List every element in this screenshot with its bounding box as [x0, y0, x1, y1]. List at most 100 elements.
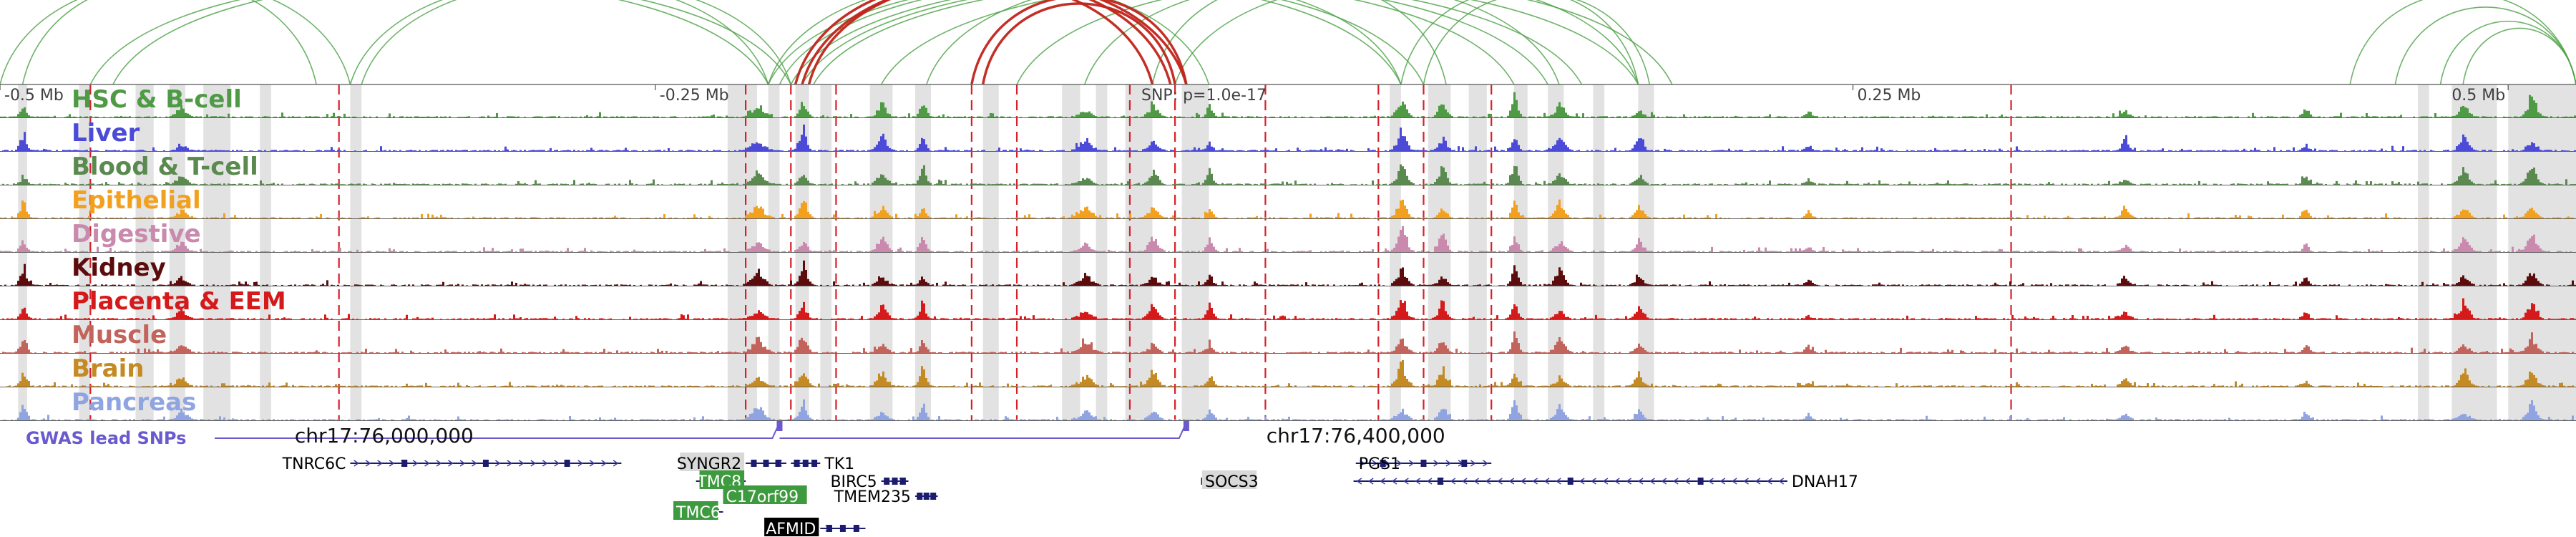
signal-bar [64, 248, 67, 252]
signal-bar [1391, 249, 1393, 252]
signal-bar [2226, 150, 2228, 151]
signal-bar [1857, 248, 1859, 252]
signal-bar [511, 281, 513, 286]
signal-bar [2527, 211, 2529, 218]
signal-bar [1876, 146, 1878, 151]
signal-bar [455, 183, 457, 185]
signal-bar [451, 251, 453, 252]
signal-bar [1309, 250, 1312, 252]
signal-bar [2078, 183, 2080, 185]
signal-bar [2400, 150, 2402, 151]
signal-bar [927, 148, 930, 151]
signal-bar [2018, 150, 2020, 151]
signal-bar [1835, 147, 1838, 151]
signal-bar [1543, 180, 1546, 185]
signal-bar [706, 251, 708, 252]
signal-bar [2220, 183, 2222, 185]
signal-bar [2147, 183, 2149, 185]
signal-bar [674, 116, 676, 117]
signal-bar [1215, 249, 1217, 252]
signal-bar [155, 183, 157, 185]
signal-bar [1039, 150, 1041, 151]
signal-bar [1015, 285, 1018, 286]
signal-bar [1595, 150, 1597, 151]
signal-bar [721, 182, 723, 185]
signal-bar [2458, 111, 2460, 117]
signal-bar [195, 116, 197, 117]
signal-bar [1406, 175, 1408, 185]
signal-bar [1385, 217, 1387, 218]
signal-bar [766, 215, 769, 218]
signal-bar [2308, 110, 2310, 117]
signal-bar [1919, 150, 1921, 151]
signal-bar [1030, 251, 1033, 252]
signal-bar [165, 182, 167, 185]
signal-bar [258, 284, 260, 286]
signal-bar [2248, 216, 2250, 218]
signal-bar [260, 150, 262, 151]
signal-bar [447, 183, 449, 185]
signal-bar [1704, 116, 1707, 117]
signal-bar [1829, 183, 1831, 185]
signal-bar [592, 183, 595, 185]
signal-bar [1520, 282, 1522, 286]
signal-bar [1161, 183, 1163, 185]
signal-bar [2155, 150, 2157, 151]
signal-bar [217, 150, 219, 151]
signal-bar [522, 183, 524, 185]
signal-bar [2026, 150, 2029, 151]
signal-bar [1294, 180, 1297, 185]
signal-bar [228, 183, 230, 185]
signal-bar [2363, 251, 2366, 252]
signal-bar [2501, 184, 2503, 185]
signal-bar [26, 112, 28, 117]
signal-bar [1262, 150, 1264, 151]
signal-bar [2355, 251, 2357, 252]
signal-bar [2147, 150, 2149, 151]
signal-bar [2409, 251, 2411, 252]
signal-bar [1651, 150, 1653, 151]
signal-bar [2243, 148, 2245, 151]
signal-bar [945, 251, 947, 252]
signal-bar [2430, 150, 2432, 151]
signal-bar [32, 284, 34, 286]
signal-bar [2561, 251, 2563, 252]
signal-bar [1440, 208, 1443, 218]
signal-bar [601, 150, 603, 151]
signal-bar [208, 150, 210, 151]
signal-bar [2114, 251, 2117, 252]
signal-bar [1142, 183, 1144, 185]
signal-bar [296, 150, 298, 151]
signal-bar [2046, 251, 2048, 252]
signal-bar [2074, 150, 2076, 151]
signal-bar [2129, 147, 2132, 151]
signal-bar [998, 284, 1000, 286]
signal-bar [189, 150, 191, 151]
signal-bar [2104, 150, 2106, 151]
signal-bar [1271, 183, 1273, 185]
signal-bar [2187, 183, 2190, 185]
signal-bar [1254, 183, 1256, 185]
signal-bar [36, 150, 39, 151]
signal-bar [1923, 150, 1926, 151]
signal-bar [298, 285, 301, 286]
signal-bar [801, 245, 803, 252]
signal-bar [882, 277, 884, 286]
signal-bar [1050, 116, 1052, 117]
signal-bar [292, 116, 294, 117]
signal-bar [228, 285, 230, 286]
signal-bar [1503, 150, 1505, 151]
signal-bar [753, 143, 756, 151]
signal-bar [2202, 251, 2205, 252]
signal-bar [1496, 183, 1498, 185]
signal-bar [736, 183, 738, 185]
signal-bar [2039, 183, 2041, 185]
signal-bar [2398, 182, 2400, 185]
signal-bar [1591, 150, 1593, 151]
signal-bar [1174, 184, 1176, 185]
signal-bar [1932, 115, 1934, 117]
signal-bar [401, 184, 404, 185]
signal-bar [1234, 116, 1236, 117]
signal-bar [307, 284, 309, 286]
signal-bar [1846, 150, 1848, 151]
